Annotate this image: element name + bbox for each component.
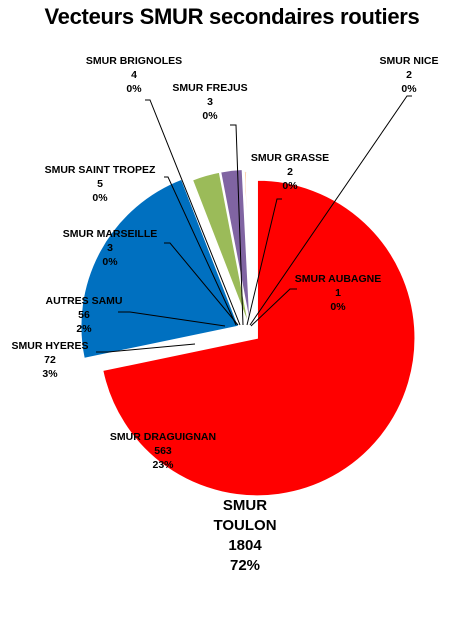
data-label: SMUR AUBAGNE 1 0%: [295, 273, 382, 313]
data-label: SMUR FREJUS 3 0%: [172, 82, 247, 122]
pie-slice-smur-toulon: [101, 179, 416, 497]
data-label: AUTRES SAMU 56 2%: [45, 295, 122, 335]
data-label: SMUR GRASSE 2 0%: [251, 152, 329, 192]
leader-line: [250, 288, 297, 327]
leader-line: [164, 176, 237, 326]
leader-line: [96, 343, 196, 353]
data-label: SMUR MARSEILLE 3 0%: [63, 228, 158, 268]
data-label: SMUR HYERES 72 3%: [11, 340, 88, 380]
pie-slice-smur-draguignan: [79, 178, 240, 360]
pie-slice-autres-samu: [219, 168, 252, 328]
data-label: SMUR SAINT TROPEZ 5 0%: [45, 164, 156, 204]
leader-line: [246, 198, 282, 326]
data-label: SMUR NICE 2 0%: [380, 55, 439, 95]
leader-line: [230, 124, 244, 326]
pie-slice-smur-hyeres: [191, 171, 251, 328]
data-label: SMUR BRIGNOLES 4 0%: [86, 55, 182, 95]
chart-title: Vecteurs SMUR secondaires routiers: [44, 4, 420, 29]
leader-line: [145, 99, 241, 326]
leader-line: [164, 242, 239, 326]
leader-line: [249, 95, 412, 326]
data-label: SMUR DRAGUIGNAN 563 23%: [110, 431, 216, 471]
leader-line: [118, 311, 226, 327]
data-label: SMUR TOULON 1804 72%: [213, 497, 276, 574]
